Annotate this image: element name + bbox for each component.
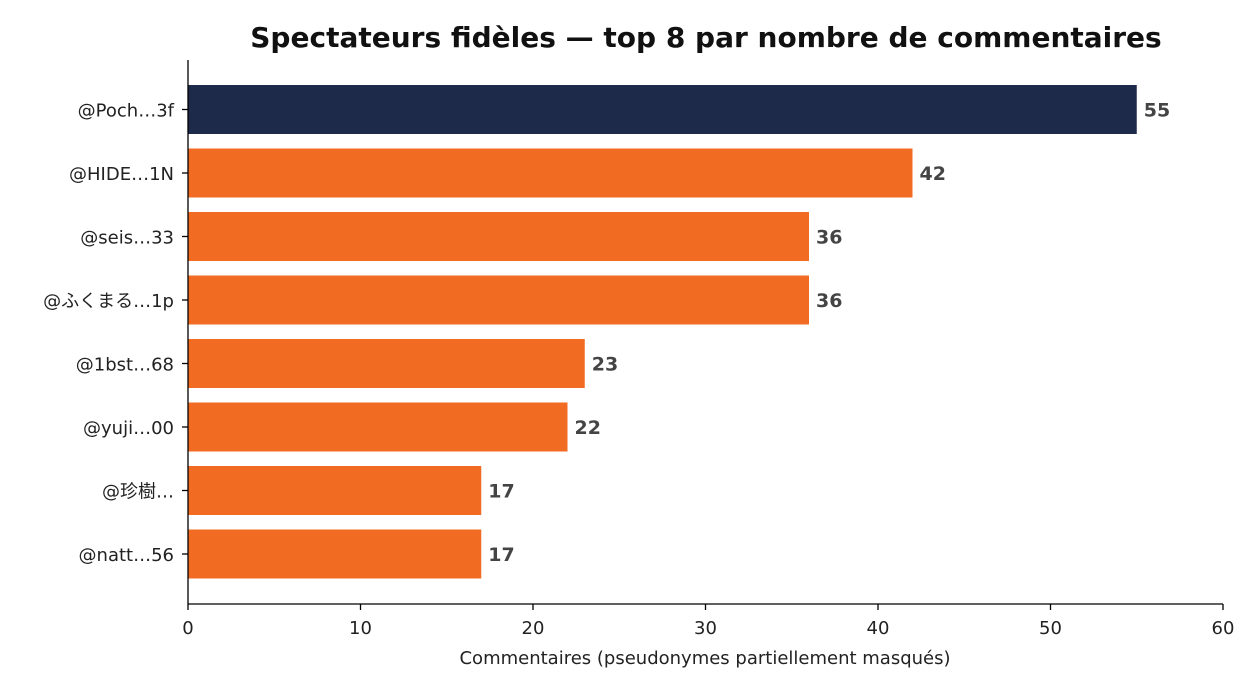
- bar: [188, 339, 585, 388]
- category-label: @ふくまる…1p: [43, 291, 174, 312]
- bar-value-label: 17: [488, 544, 514, 566]
- bar-value-label: 22: [575, 417, 601, 439]
- bar: [188, 212, 809, 261]
- x-tick-label: 0: [182, 618, 193, 639]
- x-tick-label: 20: [522, 618, 545, 639]
- bar: [188, 275, 809, 325]
- category-label: @yuji…00: [83, 418, 174, 439]
- bar: [188, 85, 1137, 134]
- x-tick-label: 50: [1039, 618, 1062, 639]
- category-labels-group: @Poch…3f @HIDE…1N @seis…33 @ふくまる…1p @1bst…68…: [43, 101, 188, 566]
- category-label: @1bst…68: [76, 355, 174, 376]
- x-tick-label: 40: [867, 618, 890, 639]
- bar: [188, 148, 913, 198]
- x-ticks-group: 0 10 20 30 40 50 60: [182, 604, 1234, 639]
- value-labels-group: 55 42 36 36 23 22 17 17: [488, 100, 1170, 567]
- bar-value-label: 55: [1144, 100, 1170, 122]
- chart-title: Spectateurs fidèles — top 8 par nombre d…: [250, 21, 1161, 54]
- bar-value-label: 23: [592, 354, 618, 376]
- x-tick-label: 30: [694, 618, 717, 639]
- category-label: @珍樹…: [102, 482, 174, 503]
- category-label: @HIDE…1N: [69, 164, 174, 185]
- bar-value-label: 36: [816, 227, 842, 249]
- bar: [188, 402, 568, 452]
- bars-group: [188, 85, 1137, 579]
- bar: [188, 466, 482, 515]
- bar-value-label: 36: [816, 290, 842, 312]
- bar-value-label: 42: [920, 163, 946, 185]
- x-tick-label: 10: [349, 618, 372, 639]
- x-axis-title: Commentaires (pseudonymes partiellement …: [459, 648, 950, 669]
- category-label: @Poch…3f: [78, 101, 175, 122]
- category-label: @natt…56: [79, 545, 174, 566]
- x-tick-label: 60: [1212, 618, 1235, 639]
- category-label: @seis…33: [80, 228, 174, 249]
- bar: [188, 529, 482, 579]
- bar-value-label: 17: [488, 481, 514, 503]
